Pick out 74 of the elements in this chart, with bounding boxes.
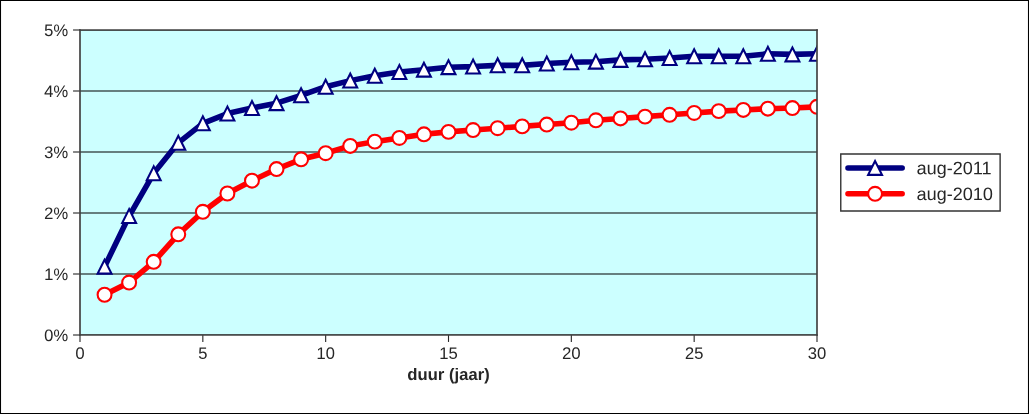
point — [538, 116, 555, 133]
x-axis-title: duur (jaar) — [407, 367, 489, 384]
point — [514, 118, 531, 135]
point — [784, 46, 801, 63]
legend-label: aug-2011 — [917, 161, 991, 178]
point — [587, 112, 604, 129]
point — [759, 100, 776, 117]
point — [784, 100, 801, 117]
point — [391, 129, 408, 146]
x-tick-label: 0 — [76, 347, 84, 360]
point — [366, 67, 383, 84]
point — [686, 48, 703, 65]
point — [538, 55, 555, 72]
point — [96, 286, 113, 303]
point — [465, 58, 482, 75]
point — [465, 122, 482, 139]
point — [391, 64, 408, 81]
point — [612, 110, 629, 127]
point — [661, 50, 678, 67]
point — [219, 185, 236, 202]
point — [317, 78, 334, 95]
point — [514, 57, 531, 74]
point — [440, 59, 457, 76]
point — [366, 133, 383, 150]
x-tick-label: 10 — [317, 347, 335, 360]
point — [735, 48, 752, 65]
y-tick-label: 3% — [44, 146, 68, 159]
x-tick-label: 20 — [562, 347, 580, 360]
x-tick-label: 25 — [685, 347, 703, 360]
x-tick-label: 30 — [808, 347, 826, 360]
point — [637, 51, 654, 68]
point — [415, 126, 432, 143]
point — [735, 101, 752, 118]
point — [563, 114, 580, 131]
point — [121, 274, 138, 291]
y-tick-label: 1% — [45, 268, 68, 281]
point — [710, 48, 727, 65]
point — [170, 226, 187, 243]
point — [219, 105, 236, 122]
point — [268, 161, 285, 178]
point — [170, 134, 187, 151]
point — [96, 258, 113, 275]
point — [489, 120, 506, 137]
point — [661, 106, 678, 123]
legend-label: aug-2010 — [917, 187, 993, 204]
point — [317, 145, 334, 162]
point — [342, 72, 359, 89]
x-tick-label: 15 — [440, 347, 458, 360]
point — [612, 51, 629, 68]
point — [243, 172, 260, 189]
point — [121, 208, 138, 225]
point — [293, 151, 310, 168]
point — [194, 115, 211, 132]
point — [489, 57, 506, 74]
point — [637, 108, 654, 125]
y-tick-label: 5% — [44, 24, 68, 37]
y-tick-label: 2% — [44, 207, 68, 220]
point — [563, 54, 580, 71]
point — [293, 87, 310, 104]
point — [268, 95, 285, 112]
x-tick-label: 5 — [198, 347, 207, 360]
point — [145, 253, 162, 270]
point — [686, 104, 703, 121]
point — [587, 53, 604, 70]
point — [440, 123, 457, 140]
y-tick-label: 0% — [44, 329, 68, 342]
point — [194, 203, 211, 220]
y-tick-label: 4% — [44, 85, 68, 98]
point — [243, 100, 260, 117]
point — [710, 103, 727, 120]
point — [759, 45, 776, 62]
point — [145, 165, 162, 182]
point — [415, 61, 432, 78]
point — [342, 137, 359, 154]
